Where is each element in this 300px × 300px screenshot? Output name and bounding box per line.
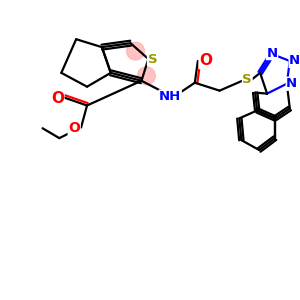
Text: S: S <box>148 52 157 65</box>
Text: N: N <box>289 55 300 68</box>
Text: O: O <box>68 121 80 135</box>
Circle shape <box>127 42 144 60</box>
Text: N: N <box>286 77 297 90</box>
Text: S: S <box>242 73 252 86</box>
Text: O: O <box>199 53 212 68</box>
Text: NH: NH <box>159 90 181 103</box>
Circle shape <box>137 67 155 85</box>
Text: N: N <box>266 46 278 60</box>
Text: O: O <box>51 91 64 106</box>
